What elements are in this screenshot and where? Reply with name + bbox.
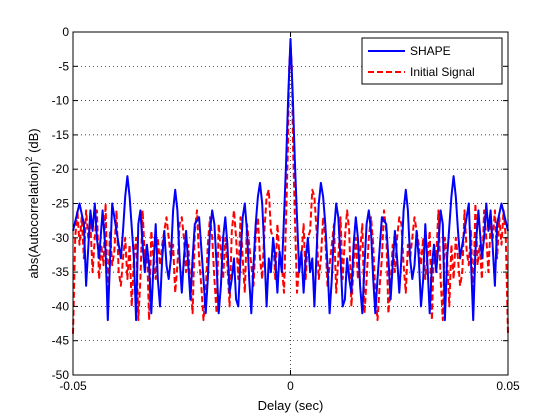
axis-ticks: 0 -5 -10 -15 -20 -25 -30 -35 -40 -45 -50-0.05 0 0.05 bbox=[52, 25, 520, 393]
x-axis-label: Delay (sec) bbox=[258, 398, 324, 413]
y-axis-label-unit: (dB) bbox=[26, 128, 41, 156]
y-axis-label: abs(Autocorrelation)2 (dB) bbox=[24, 128, 41, 278]
legend: SHAPE Initial Signal bbox=[361, 37, 503, 85]
x-tick-label: -0.05 bbox=[59, 379, 87, 393]
y-tick-label: -10 bbox=[52, 94, 70, 108]
series-line-shape bbox=[72, 37, 509, 322]
y-tick-label: -45 bbox=[52, 334, 70, 348]
x-tick-label: 0.05 bbox=[496, 379, 520, 393]
y-tick-label: 0 bbox=[62, 25, 69, 39]
y-tick-label: -25 bbox=[52, 197, 70, 211]
y-tick-label: -40 bbox=[52, 299, 70, 313]
y-tick-label: -5 bbox=[58, 59, 69, 73]
legend-label-initial-signal: Initial Signal bbox=[410, 65, 475, 79]
y-tick-label: -30 bbox=[52, 231, 70, 245]
y-axis-label-main: abs(Autocorrelation) bbox=[26, 162, 41, 279]
series-layer bbox=[72, 37, 509, 334]
x-tick-label: 0 bbox=[287, 379, 294, 393]
y-axis-label-superscript: 2 bbox=[24, 157, 34, 162]
y-tick-label: -50 bbox=[52, 368, 70, 382]
y-tick-label: -35 bbox=[52, 265, 70, 279]
y-tick-label: -15 bbox=[52, 128, 70, 142]
legend-box bbox=[361, 37, 503, 85]
legend-label-shape: SHAPE bbox=[410, 44, 451, 58]
y-tick-label: -20 bbox=[52, 162, 70, 176]
